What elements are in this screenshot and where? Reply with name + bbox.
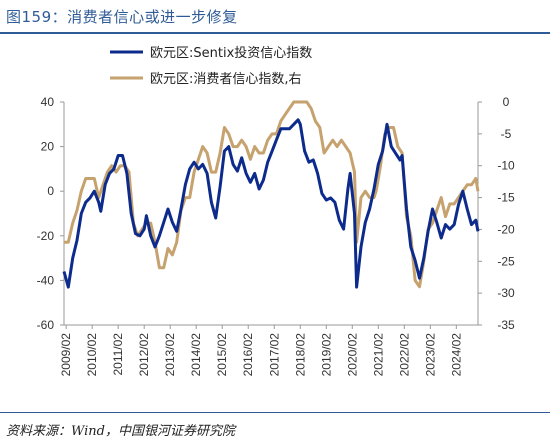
x-tick-label: 2023/02 bbox=[423, 333, 437, 377]
y-right-tick-label: -10 bbox=[497, 159, 515, 173]
x-tick-label: 2024/02 bbox=[449, 333, 463, 377]
x-tick-label: 2018/02 bbox=[293, 333, 307, 377]
x-tick-label: 2022/02 bbox=[397, 333, 411, 377]
x-tick-label: 2010/02 bbox=[85, 333, 99, 377]
x-tick-label: 2011/02 bbox=[111, 333, 125, 376]
y-left-tick-label: -60 bbox=[37, 318, 55, 332]
y-right-tick-label: 0 bbox=[503, 95, 510, 109]
x-tick-label: 2016/02 bbox=[241, 333, 255, 377]
x-tick-label: 2017/02 bbox=[267, 333, 281, 377]
x-tick-label: 2013/02 bbox=[163, 333, 177, 377]
x-tick-label: 2019/02 bbox=[319, 333, 333, 377]
x-tick-label: 2014/02 bbox=[189, 333, 203, 377]
y-right-tick-label: -5 bbox=[501, 127, 512, 141]
source-note: 资料来源：Wind，中国银河证券研究院 bbox=[6, 424, 235, 439]
x-tick-label: 2021/02 bbox=[371, 333, 385, 377]
legend-label-sentix: 欧元区:Sentix投资信心指数 bbox=[150, 45, 312, 61]
y-right-tick-label: -25 bbox=[497, 254, 515, 268]
series-line-sentix bbox=[62, 118, 480, 289]
x-tick-label: 2009/02 bbox=[59, 333, 73, 377]
x-tick-label: 2012/02 bbox=[137, 333, 151, 377]
y-right-tick-label: -15 bbox=[497, 191, 515, 205]
y-right-tick-label: -30 bbox=[497, 286, 515, 300]
figure-title: 图159：消费者信心或进一步修复 bbox=[6, 8, 238, 26]
y-right-tick-label: -20 bbox=[497, 222, 515, 236]
x-tick-label: 2015/02 bbox=[215, 333, 229, 377]
y-left-tick-label: -40 bbox=[37, 273, 55, 287]
y-left-tick-label: 0 bbox=[47, 184, 54, 198]
y-left-tick-label: 40 bbox=[41, 95, 55, 109]
y-right-tick-label: -35 bbox=[497, 318, 515, 332]
legend-label-consumer-confidence: 欧元区:消费者信心指数,右 bbox=[150, 72, 302, 87]
y-left-tick-label: 20 bbox=[41, 140, 55, 154]
x-tick-label: 2020/02 bbox=[345, 333, 359, 377]
source-rule bbox=[0, 412, 550, 413]
line-chart: 40 20 0 -20 -40 -60 0 -5 -10 -15 -20 -25 -30 -35 2009/… bbox=[37, 45, 515, 377]
y-left-tick-label: -20 bbox=[37, 229, 55, 243]
title-rule bbox=[0, 32, 550, 34]
